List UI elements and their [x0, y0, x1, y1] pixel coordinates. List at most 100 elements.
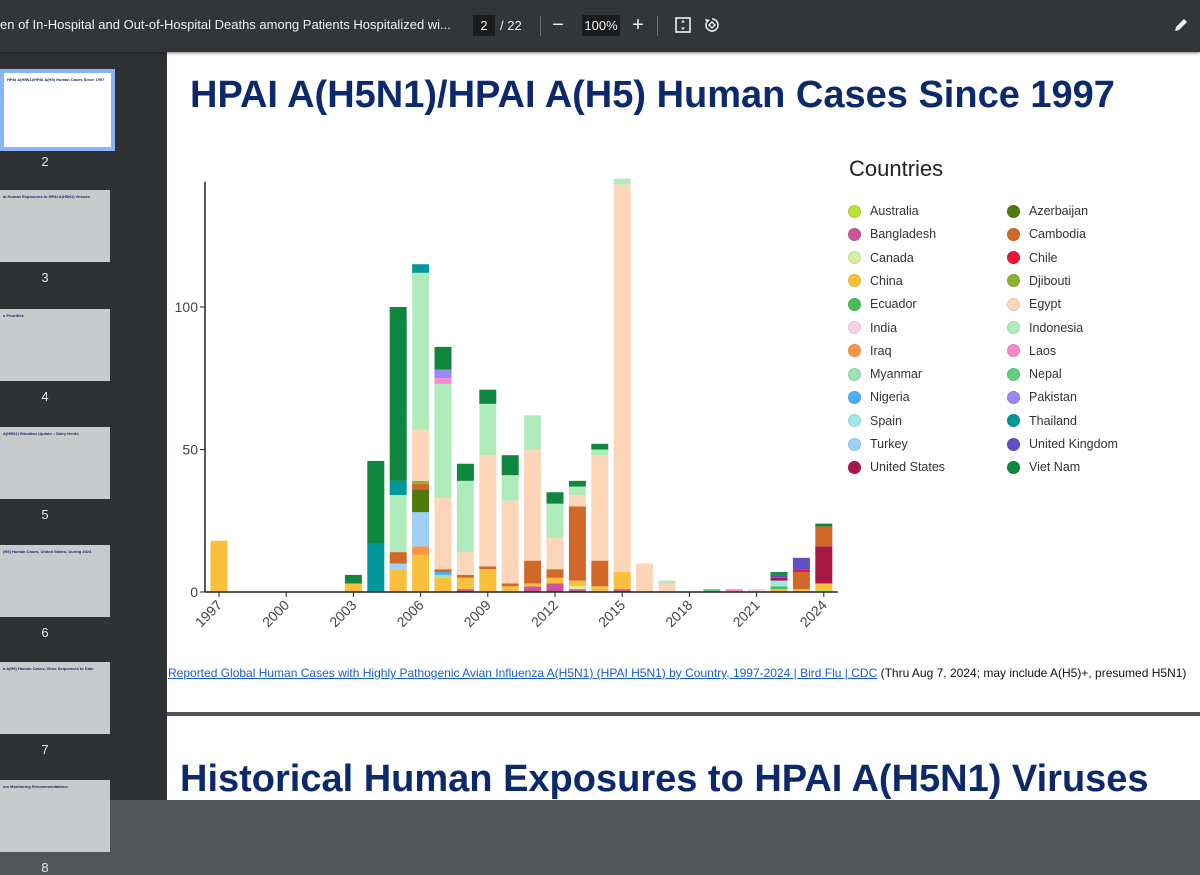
bar-segment[interactable]	[568, 589, 586, 592]
legend-item[interactable]: Spain	[848, 414, 902, 428]
page-thumbnail[interactable]: a A(H5) Human Cases–Virus Sequences to D…	[0, 662, 110, 734]
page-thumbnail[interactable]: (H5) Human Cases, United States, During …	[0, 545, 110, 617]
legend-item[interactable]: Cambodia	[1007, 227, 1086, 241]
rotate-button[interactable]	[699, 12, 725, 38]
legend-item[interactable]: Bangladesh	[848, 227, 936, 241]
bar-segment[interactable]	[389, 552, 407, 564]
legend-item[interactable]: Indonesia	[1007, 321, 1083, 335]
zoom-in-button[interactable]: +	[625, 12, 651, 38]
bar-segment[interactable]	[770, 572, 788, 575]
bar-segment[interactable]	[501, 475, 519, 501]
bar-segment[interactable]	[367, 543, 385, 592]
bar-segment[interactable]	[456, 589, 474, 592]
bar-segment[interactable]	[770, 580, 788, 587]
bar-segment[interactable]	[591, 449, 609, 456]
bar-segment[interactable]	[434, 378, 452, 384]
bar-segment[interactable]	[412, 489, 430, 513]
source-link[interactable]: Reported Global Human Cases with Highly …	[168, 666, 878, 680]
bar-segment[interactable]	[501, 586, 519, 592]
bar-segment[interactable]	[546, 569, 564, 578]
bar-segment[interactable]	[524, 415, 542, 450]
page-thumbnail[interactable]: al Human Exposures to HPAI A(H5N1) Virus…	[0, 190, 110, 262]
bar-segment[interactable]	[434, 577, 452, 592]
bar-segment[interactable]	[479, 569, 497, 592]
bar-segment[interactable]	[546, 503, 564, 538]
bar-segment[interactable]	[210, 540, 228, 592]
bar-segment[interactable]	[613, 572, 631, 590]
bar-segment[interactable]	[613, 184, 631, 573]
page-thumbnail[interactable]: om Monitoring Recommendations	[0, 780, 110, 852]
legend-item[interactable]: Turkey	[848, 437, 908, 451]
bar-segment[interactable]	[568, 586, 586, 590]
bar-segment[interactable]	[815, 526, 833, 547]
legend-item[interactable]: Australia	[848, 204, 919, 218]
legend-item[interactable]: Pakistan	[1007, 390, 1077, 404]
bar-segment[interactable]	[412, 483, 430, 490]
page-number-input[interactable]: 2	[473, 15, 495, 36]
bar-segment[interactable]	[501, 583, 519, 587]
legend-item[interactable]: Nepal	[1007, 367, 1062, 381]
bar-segment[interactable]	[456, 552, 474, 575]
bar-segment[interactable]	[613, 178, 631, 185]
edit-button[interactable]	[1168, 12, 1194, 38]
bar-segment[interactable]	[412, 480, 430, 484]
bar-segment[interactable]	[792, 557, 810, 570]
bar-segment[interactable]	[725, 589, 743, 592]
bar-segment[interactable]	[815, 589, 833, 592]
bar-segment[interactable]	[344, 574, 362, 584]
bar-segment[interactable]	[434, 574, 452, 578]
bar-segment[interactable]	[501, 500, 519, 584]
bar-segment[interactable]	[389, 569, 407, 592]
fit-page-button[interactable]	[670, 12, 696, 38]
bar-segment[interactable]	[456, 480, 474, 553]
bar-segment[interactable]	[546, 492, 564, 504]
legend-item[interactable]: Chile	[1007, 251, 1058, 265]
bar-segment[interactable]	[524, 560, 542, 584]
bar-segment[interactable]	[770, 586, 788, 590]
bar-segment[interactable]	[412, 429, 430, 481]
bar-segment[interactable]	[591, 560, 609, 587]
bar-segment[interactable]	[568, 480, 586, 487]
bar-segment[interactable]	[434, 369, 452, 379]
legend-item[interactable]: Viet Nam	[1007, 460, 1080, 474]
bar-segment[interactable]	[591, 443, 609, 450]
zoom-level-input[interactable]: 100%	[582, 15, 620, 36]
bar-segment[interactable]	[770, 589, 788, 592]
legend-item[interactable]: Egypt	[1007, 297, 1061, 311]
bar-segment[interactable]	[568, 486, 586, 496]
bar-segment[interactable]	[815, 523, 833, 527]
bar-segment[interactable]	[389, 480, 407, 496]
bar-segment[interactable]	[568, 495, 586, 507]
bar-segment[interactable]	[412, 512, 430, 547]
bar-segment[interactable]	[479, 389, 497, 404]
bar-segment[interactable]	[434, 497, 452, 570]
bar-segment[interactable]	[524, 583, 542, 587]
bar-segment[interactable]	[546, 537, 564, 570]
legend-item[interactable]: Nigeria	[848, 390, 910, 404]
bar-segment[interactable]	[546, 583, 564, 592]
bar-segment[interactable]	[367, 460, 385, 544]
bar-segment[interactable]	[389, 307, 407, 481]
legend-item[interactable]: Laos	[1007, 344, 1056, 358]
bar-segment[interactable]	[501, 455, 519, 476]
bar-segment[interactable]	[412, 546, 430, 555]
bar-segment[interactable]	[815, 583, 833, 590]
legend-item[interactable]: Iraq	[848, 344, 892, 358]
bar-segment[interactable]	[703, 589, 721, 592]
bar-segment[interactable]	[434, 346, 452, 370]
bar-segment[interactable]	[434, 572, 452, 575]
legend-item[interactable]: Canada	[848, 251, 914, 265]
bar-segment[interactable]	[770, 574, 788, 578]
page-thumbnail[interactable]: s Priorities	[0, 309, 110, 381]
page-thumbnail[interactable]: A(H5N1) Situation Update – Dairy Herds	[0, 427, 110, 499]
bar-segment[interactable]	[770, 577, 788, 581]
bar-segment[interactable]	[479, 403, 497, 456]
bar-segment[interactable]	[546, 577, 564, 584]
bar-segment[interactable]	[456, 574, 474, 578]
bar-segment[interactable]	[658, 580, 676, 584]
zoom-out-button[interactable]: −	[545, 12, 571, 38]
legend-item[interactable]: United States	[848, 460, 945, 474]
bar-segment[interactable]	[792, 589, 810, 592]
bar-segment[interactable]	[479, 455, 497, 567]
bar-segment[interactable]	[412, 272, 430, 430]
